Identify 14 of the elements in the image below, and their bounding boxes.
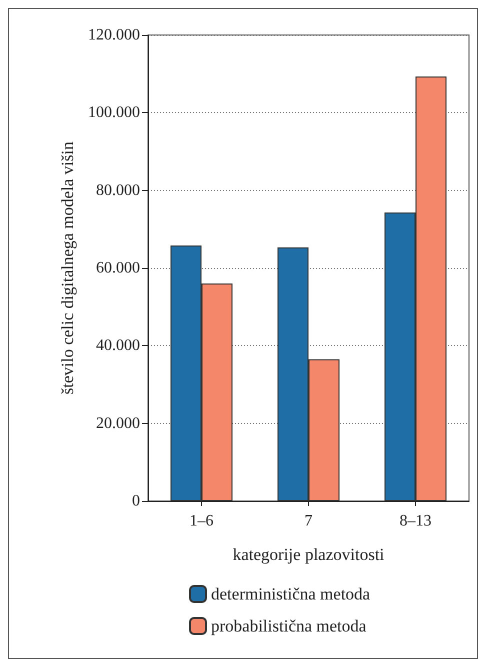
x-axis-title: kategorije plazovitosti	[232, 545, 385, 564]
x-tick-label: 8–13	[400, 512, 432, 530]
legend-label: probabilistična metoda	[211, 616, 367, 636]
y-axis-title: število celic digitalnega modela višin	[58, 140, 77, 395]
y-tick-label: 60.000	[96, 260, 140, 276]
y-tick-label: 80.000	[96, 182, 140, 199]
x-tick-label: 1–6	[190, 512, 214, 530]
x-tick-label: 7	[304, 512, 312, 530]
y-tick-label: 120.000	[88, 26, 140, 44]
legend-label: deterministična metoda	[211, 584, 371, 604]
y-tick-label: 100.000	[88, 104, 140, 122]
y-tick-label: 0	[132, 492, 140, 510]
y-tick-label: 40.000	[96, 337, 140, 354]
y-tick-label: 20.000	[96, 414, 140, 432]
